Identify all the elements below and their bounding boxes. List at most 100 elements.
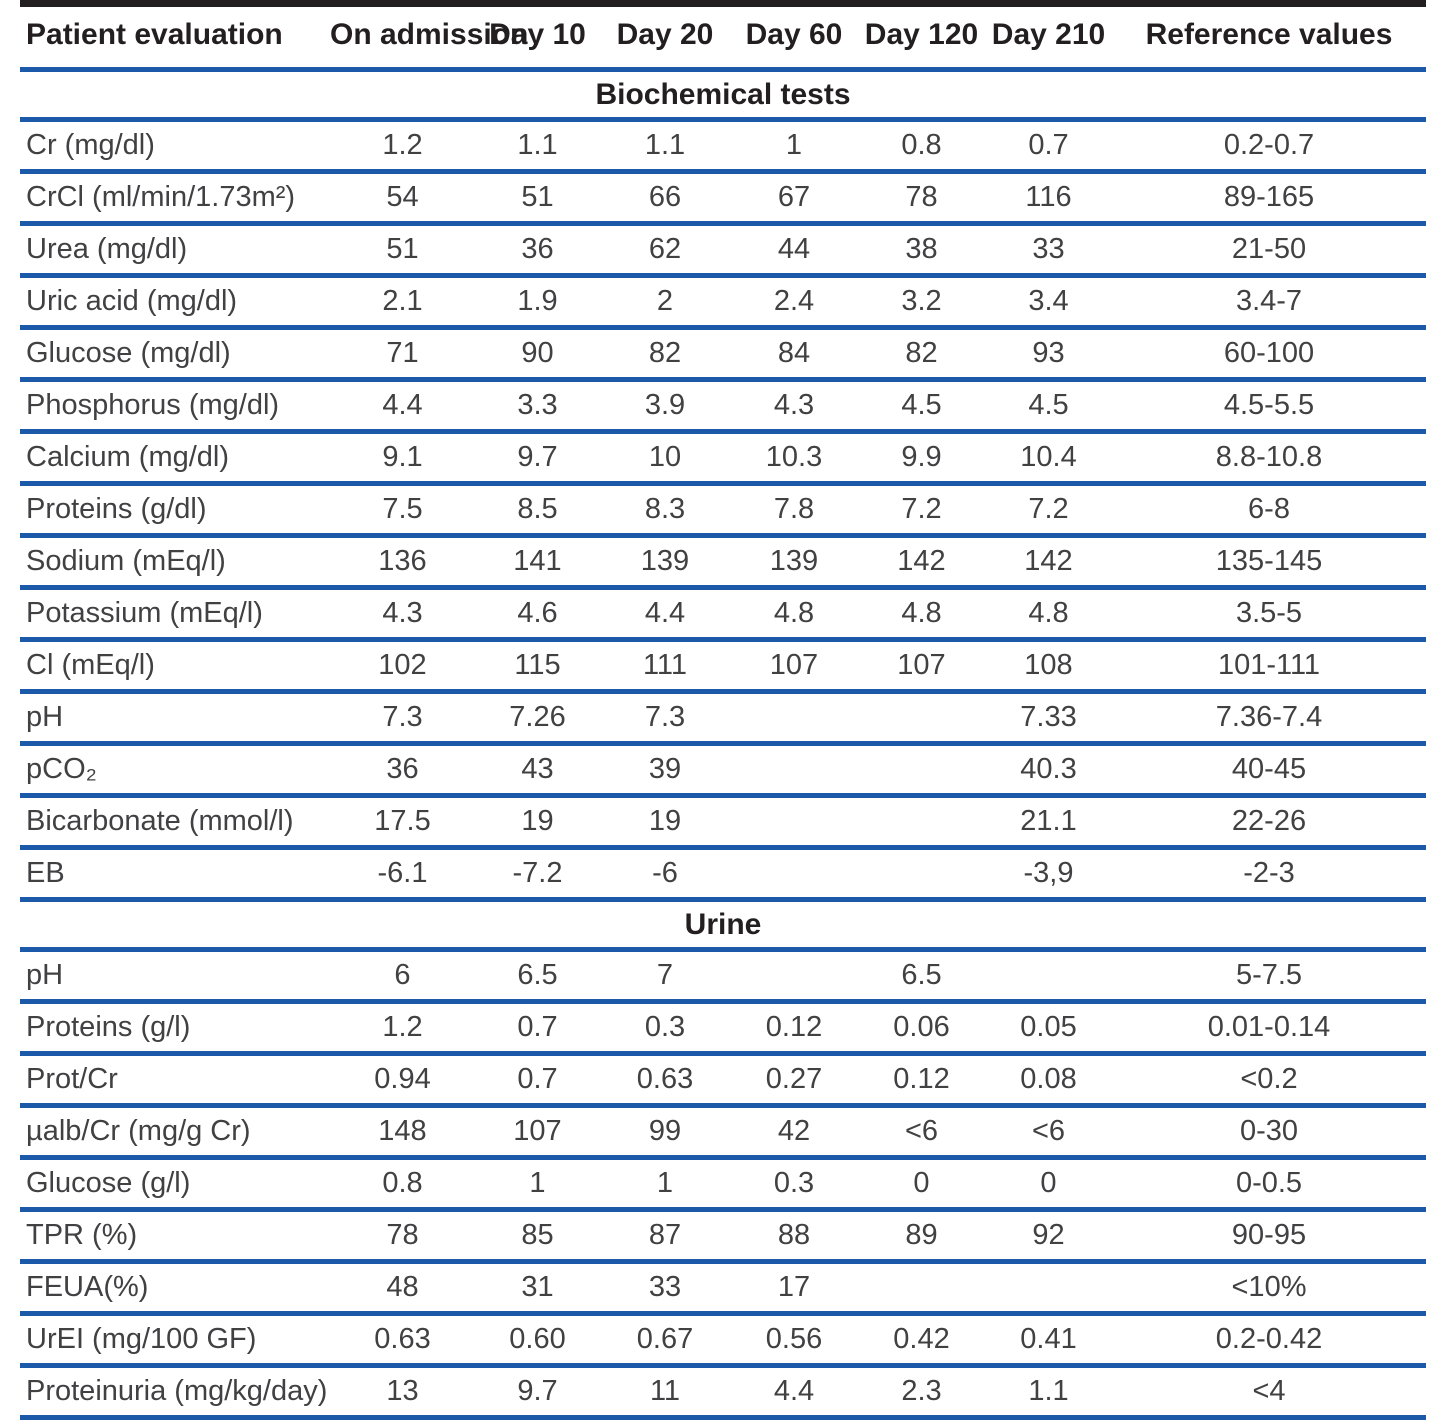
value-cell: 19 <box>648 805 682 837</box>
section-title: Biochemical tests <box>595 77 851 111</box>
value-cell: 0.67 <box>636 1323 694 1355</box>
value-cell: 78 <box>386 1219 419 1251</box>
value-cell: -6 <box>652 857 678 889</box>
column-header-day-120: Day 120 <box>864 18 979 51</box>
value-cell: 0.8 <box>901 129 942 161</box>
reference-value-cell: 0.01-0.14 <box>1207 1011 1331 1043</box>
patient-evaluation-table: Patient evaluation On admission Day 10 D… <box>20 0 1426 1420</box>
value-cell <box>730 848 858 900</box>
value-cell: 2.1 <box>382 285 423 317</box>
value-cell: 1.9 <box>517 285 558 317</box>
value-cell: 0.12 <box>893 1063 950 1095</box>
value-cell: 4.8 <box>1028 597 1069 629</box>
row-label: µalb/Cr (mg/g Cr) <box>26 1115 251 1147</box>
value-cell <box>730 744 858 796</box>
value-cell: 7.3 <box>382 701 423 733</box>
value-cell: 136 <box>378 545 427 577</box>
value-cell: 89 <box>905 1219 938 1251</box>
table-row: FEUA(%) 48 31 33 17 <10% <box>20 1262 1426 1314</box>
value-cell: 6.5 <box>901 959 942 991</box>
value-cell: 99 <box>648 1115 682 1147</box>
value-cell: 0.63 <box>636 1063 694 1095</box>
row-label: Proteinuria (mg/kg/day) <box>26 1375 328 1407</box>
value-cell: 31 <box>521 1271 554 1303</box>
value-cell: 3.3 <box>517 389 558 421</box>
value-cell: 107 <box>769 649 819 681</box>
value-cell: 0.7 <box>517 1063 558 1095</box>
value-cell: 67 <box>777 181 811 213</box>
column-header-day-10: Day 10 <box>489 18 586 51</box>
value-cell: 10 <box>648 441 682 473</box>
column-header-day-20: Day 20 <box>616 18 714 51</box>
value-cell: 0.94 <box>374 1063 431 1095</box>
value-cell: <6 <box>1031 1115 1066 1147</box>
value-cell: 33 <box>1032 233 1065 265</box>
table-row: Prot/Cr 0.94 0.7 0.63 0.27 0.12 0.08 <0.2 <box>20 1054 1426 1106</box>
value-cell: 116 <box>1025 181 1072 213</box>
reference-value-cell: 21-50 <box>1231 233 1307 265</box>
value-cell: 1.1 <box>517 129 558 161</box>
table-row: UrEI (mg/100 GF) 0.63 0.60 0.67 0.56 0.42 0.41… <box>20 1314 1426 1366</box>
value-cell: 7.5 <box>382 493 423 525</box>
value-cell: 0.8 <box>382 1167 423 1199</box>
row-label: UrEI (mg/100 GF) <box>26 1323 257 1355</box>
value-cell: 36 <box>521 233 554 265</box>
value-cell: 33 <box>648 1271 682 1303</box>
value-cell: 1 <box>785 129 803 161</box>
value-cell: 0.05 <box>1020 1011 1077 1043</box>
row-label: Glucose (g/l) <box>26 1167 191 1199</box>
value-cell: 3.4 <box>1028 285 1069 317</box>
row-label: Proteins (g/dl) <box>26 493 207 525</box>
value-cell: 7.8 <box>773 493 815 525</box>
value-cell: 142 <box>1024 545 1073 577</box>
value-cell: 0.60 <box>509 1323 566 1355</box>
reference-value-cell: <0.2 <box>1240 1063 1298 1095</box>
value-cell: 148 <box>378 1115 427 1147</box>
reference-value-cell: 4.5-5.5 <box>1223 389 1315 421</box>
value-cell: 9.7 <box>517 1375 558 1407</box>
value-cell: 19 <box>521 805 554 837</box>
table-row: Calcium (mg/dl) 9.1 9.7 10 10.3 9.9 10.4 8.8-10… <box>20 432 1426 484</box>
value-cell: 93 <box>1032 337 1065 369</box>
reference-value-cell: 6-8 <box>1248 493 1290 525</box>
value-cell: 85 <box>521 1219 554 1251</box>
value-cell: 62 <box>648 233 682 265</box>
value-cell: 1.1 <box>644 129 686 161</box>
reference-value-cell: 0.2-0.42 <box>1215 1323 1323 1355</box>
reference-value-cell: 22-26 <box>1231 805 1307 837</box>
reference-value-cell: <10% <box>1231 1271 1307 1303</box>
row-label: Glucose (mg/dl) <box>26 337 231 369</box>
reference-value-cell: 5-7.5 <box>1235 959 1303 991</box>
reference-value-cell: 101-111 <box>1217 649 1321 681</box>
row-label: EB <box>26 857 65 889</box>
value-cell: 82 <box>648 337 682 369</box>
value-cell: 0.41 <box>1020 1323 1077 1355</box>
value-cell: 78 <box>905 181 938 213</box>
value-cell: 1.2 <box>382 129 423 161</box>
value-cell: 4.8 <box>901 597 942 629</box>
value-cell: 84 <box>777 337 811 369</box>
value-cell: 87 <box>648 1219 682 1251</box>
value-cell: -7.2 <box>512 857 563 889</box>
table-row: TPR (%) 78 85 87 88 89 92 90-95 <box>20 1210 1426 1262</box>
reference-value-cell: 60-100 <box>1223 337 1315 369</box>
value-cell: 4.3 <box>382 597 423 629</box>
table-row: Sodium (mEq/l) 136 141 139 139 142 142 135-145 <box>20 536 1426 588</box>
value-cell: 6.5 <box>517 959 558 991</box>
value-cell: 11 <box>649 1375 681 1407</box>
column-header-day-210: Day 210 <box>991 18 1106 51</box>
value-cell: 7 <box>656 959 674 991</box>
value-cell: 82 <box>905 337 938 369</box>
value-cell: 4.4 <box>382 389 423 421</box>
value-cell: 9.9 <box>901 441 942 473</box>
row-label: Sodium (mEq/l) <box>26 545 226 577</box>
section-title: Urine <box>684 907 762 941</box>
column-header-reference-values: Reference values <box>1145 18 1393 51</box>
value-cell: 0.7 <box>517 1011 558 1043</box>
reference-value-cell: 0-30 <box>1239 1115 1299 1147</box>
value-cell: 141 <box>513 545 562 577</box>
value-cell: 107 <box>513 1115 562 1147</box>
value-cell: 88 <box>777 1219 811 1251</box>
reference-value-cell: 7.36-7.4 <box>1215 701 1323 733</box>
value-cell <box>858 796 985 848</box>
